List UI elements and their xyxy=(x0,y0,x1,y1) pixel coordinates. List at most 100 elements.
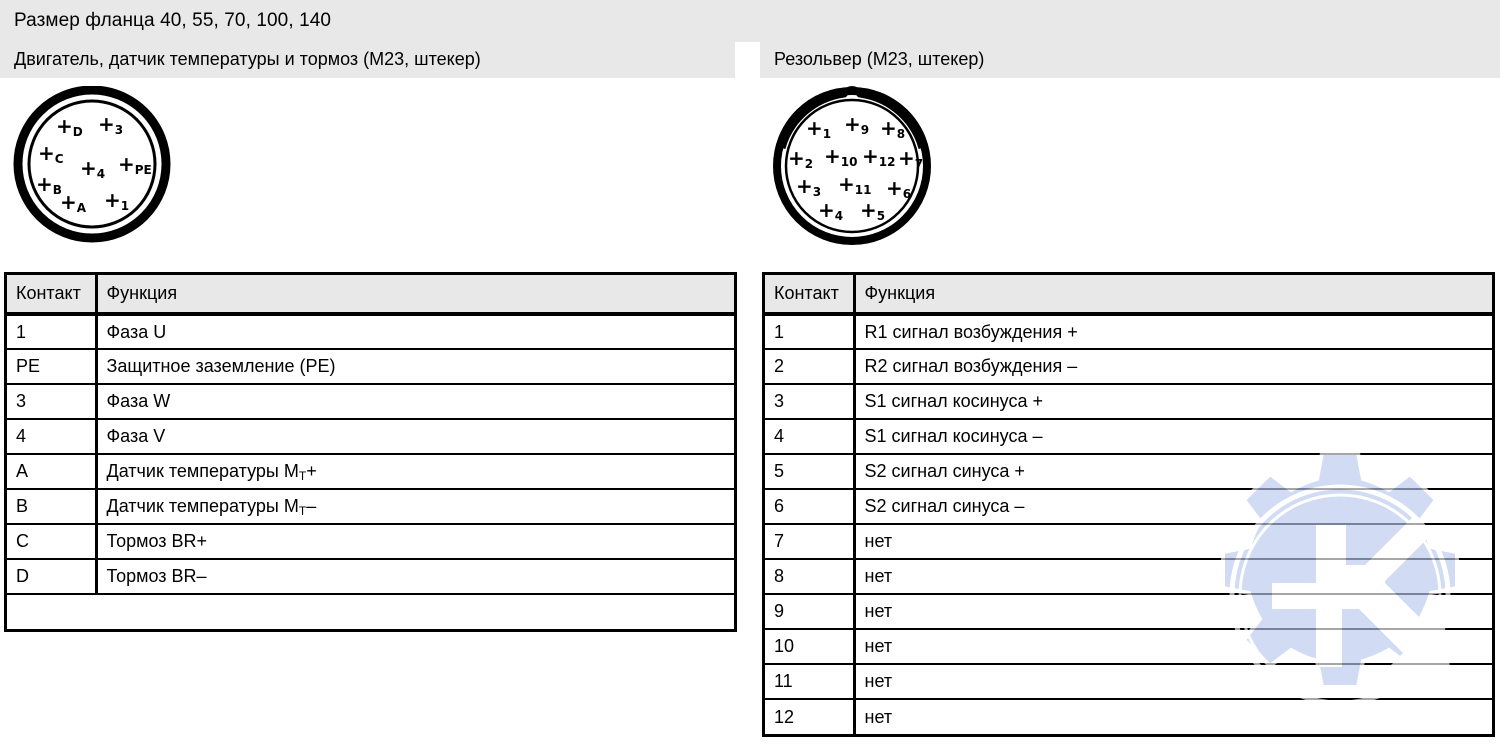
pin-number-label: B xyxy=(52,183,62,197)
pin-number-label: 4 xyxy=(834,209,844,223)
cell-function: нет xyxy=(854,629,1492,665)
table-row: 1 Фаза U xyxy=(7,314,734,350)
pin-number-label: 10 xyxy=(840,155,858,169)
pin-cross-icon: + xyxy=(898,146,915,170)
cell-pin: 12 xyxy=(765,699,856,734)
cell-pin: 4 xyxy=(7,419,98,455)
pin-marker-2: +2 xyxy=(788,148,813,170)
pin-cross-icon: + xyxy=(38,141,55,165)
cell-function: Фаза U xyxy=(96,314,734,350)
pin-cross-icon: + xyxy=(886,176,903,200)
table-row: 3 Фаза W xyxy=(7,384,734,420)
table-row: 4 S1 сигнал косинуса – xyxy=(765,419,1492,455)
pin-cross-icon: + xyxy=(862,144,879,168)
cell-function: нет xyxy=(854,559,1492,595)
pin-cross-icon: + xyxy=(806,116,823,140)
pin-cross-icon: + xyxy=(56,114,73,138)
table-row: 1 R1 сигнал возбуждения + xyxy=(765,314,1492,350)
pin-marker-PE: +PE xyxy=(118,154,152,176)
pin-number-label: 1 xyxy=(120,199,130,213)
pin-marker-10: +10 xyxy=(824,146,857,168)
table-row: B Датчик температуры MT– xyxy=(7,489,734,525)
pin-number-label: A xyxy=(76,201,87,215)
pin-cross-icon: + xyxy=(118,152,135,176)
subscript: T xyxy=(298,468,307,483)
cell-function: Фаза V xyxy=(96,419,734,455)
cell-function: S1 сигнал косинуса – xyxy=(854,419,1492,455)
pin-marker-5: +5 xyxy=(860,200,885,222)
cell-function: R1 сигнал возбуждения + xyxy=(854,314,1492,350)
table-row: 6 S2 сигнал синуса – xyxy=(765,489,1492,525)
left-section-title: Двигатель, датчик температуры и тормоз (… xyxy=(14,49,481,69)
cell-function: S1 сигнал косинуса + xyxy=(854,384,1492,420)
cell-function: нет xyxy=(864,706,893,727)
cell-pin: 4 xyxy=(765,419,856,455)
pin-number-label: 5 xyxy=(876,209,886,223)
pin-marker-12: +12 xyxy=(862,146,895,168)
pin-number-label: 9 xyxy=(860,123,870,137)
cell-pin: 2 xyxy=(765,349,856,385)
cell-pin: 7 xyxy=(765,524,856,560)
pin-number-label: 7 xyxy=(914,157,924,171)
cell-pin: 8 xyxy=(765,559,856,595)
pin-number-label: 12 xyxy=(878,155,896,169)
cell-function: Защитное заземление (PE) xyxy=(96,349,734,385)
pin-number-label: C xyxy=(54,152,64,166)
pin-cross-icon: + xyxy=(36,172,53,196)
pin-number-label: 3 xyxy=(114,123,124,137)
cell-function: Датчик температуры MT+ xyxy=(96,454,734,490)
resolver-pin-table: Контакт Функция 1 R1 сигнал возбуждения +… xyxy=(762,272,1495,737)
pin-marker-6: +6 xyxy=(886,178,911,200)
pin-marker-11: +11 xyxy=(838,174,871,196)
table-row: 4 Фаза V xyxy=(7,419,734,455)
table-row: 10 нет xyxy=(765,629,1492,665)
cell-pin: 11 xyxy=(765,664,856,700)
table-row: 12 нет xyxy=(765,699,1492,734)
pin-marker-8: +8 xyxy=(880,118,905,140)
pin-cross-icon: + xyxy=(60,190,77,214)
pin-marker-1: +1 xyxy=(104,190,129,212)
cell-pin: 6 xyxy=(765,489,856,525)
pin-cross-icon: + xyxy=(838,172,855,196)
right-section-header: Резольвер (M23, штекер) xyxy=(760,42,1500,78)
cell-function: S2 сигнал синуса + xyxy=(854,454,1492,490)
left-section-header: Двигатель, датчик температуры и тормоз (… xyxy=(0,42,735,78)
flange-size-text: Размер фланца 40, 55, 70, 100, 140 xyxy=(14,10,332,31)
pin-number-label: 1 xyxy=(822,127,832,141)
column-header-pin: Контакт xyxy=(7,275,98,316)
table-header-row: Контакт Функция xyxy=(765,275,1492,316)
cell-pin: 1 xyxy=(765,314,856,350)
pin-cross-icon: + xyxy=(98,112,115,136)
pin-marker-3: +3 xyxy=(796,176,821,198)
pin-number-label: 3 xyxy=(812,185,822,199)
cell-pin: 10 xyxy=(765,629,856,665)
table-row: 5 S2 сигнал синуса + xyxy=(765,454,1492,490)
pin-number-label: 6 xyxy=(902,187,912,201)
table-row: 11 нет xyxy=(765,664,1492,700)
pin-marker-7: +7 xyxy=(898,148,923,170)
cell-pin: B xyxy=(7,489,98,525)
pin-marker-D: +D xyxy=(56,116,83,138)
cell-function: R2 сигнал возбуждения – xyxy=(854,349,1492,385)
pin-cross-icon: + xyxy=(880,116,897,140)
pin-number-label: 11 xyxy=(854,183,872,197)
pin-marker-3: +3 xyxy=(98,114,123,136)
pin-number-label: PE xyxy=(134,163,152,177)
table-header-row: Контакт Функция xyxy=(7,275,734,316)
cell-function: Тормоз BR+ xyxy=(96,524,734,560)
cell-function: нет xyxy=(854,664,1492,700)
cell-function: Датчик температуры MT– xyxy=(96,489,734,525)
pin-cross-icon: + xyxy=(824,144,841,168)
resolver-connector-outline xyxy=(773,86,931,245)
right-section-title: Резольвер (M23, штекер) xyxy=(774,49,985,69)
pin-marker-B: +B xyxy=(36,174,62,196)
cell-function: нет xyxy=(854,524,1492,560)
pin-marker-9: +9 xyxy=(844,114,869,136)
table-row: 2 R2 сигнал возбуждения – xyxy=(765,349,1492,385)
table-row: A Датчик температуры MT+ xyxy=(7,454,734,490)
pin-marker-A: +A xyxy=(60,192,86,214)
column-header-function: Функция xyxy=(854,275,1492,316)
cell-function: S2 сигнал синуса – xyxy=(854,489,1492,525)
cell-pin: 3 xyxy=(765,384,856,420)
cell-pin: 9 xyxy=(765,594,856,630)
